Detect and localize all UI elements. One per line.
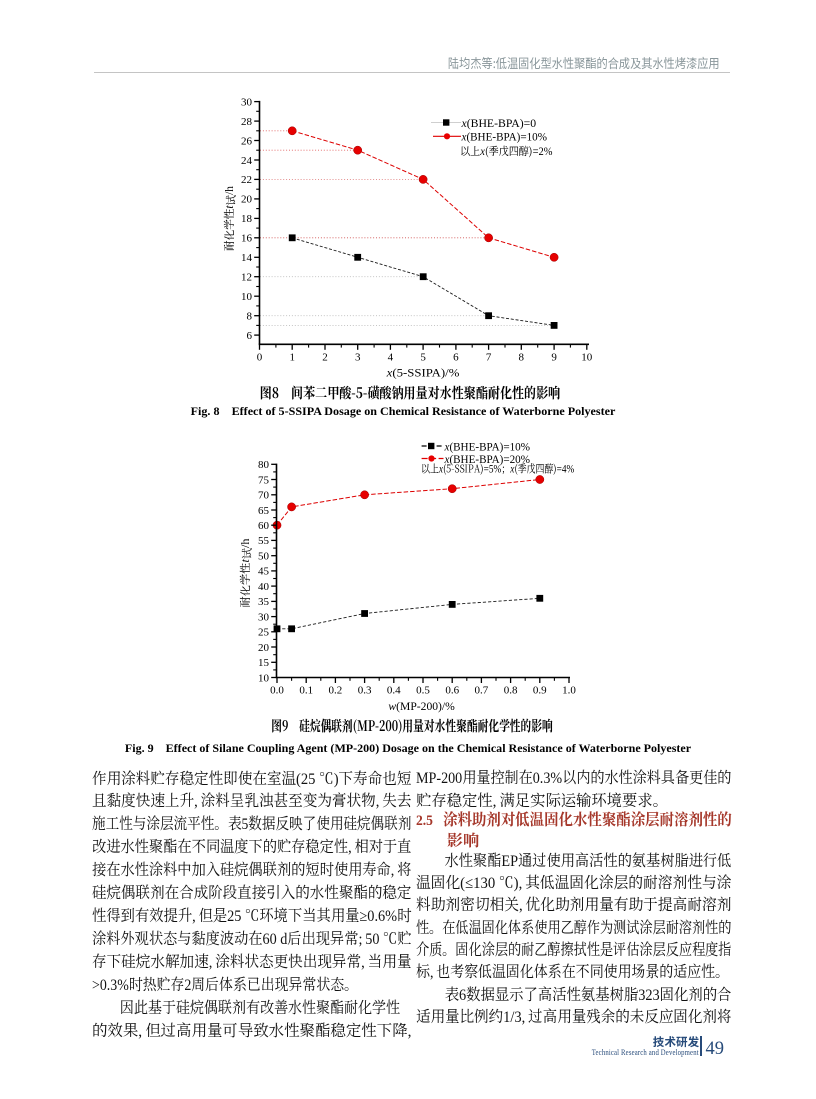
svg-text:0.0: 0.0 xyxy=(270,685,284,697)
svg-text:50: 50 xyxy=(258,551,270,563)
svg-text:0.1: 0.1 xyxy=(299,685,313,697)
svg-text:18: 18 xyxy=(241,213,253,225)
svg-text:x(BHE-BPA)=20%: x(BHE-BPA)=20% xyxy=(444,454,530,466)
svg-text:40: 40 xyxy=(258,581,270,593)
svg-text:0.7: 0.7 xyxy=(475,685,489,697)
svg-text:6: 6 xyxy=(453,352,459,364)
svg-text:6: 6 xyxy=(247,330,253,342)
svg-text:2: 2 xyxy=(322,352,328,364)
svg-text:耐化学性t试/h: 耐化学性t试/h xyxy=(222,186,239,251)
svg-text:35: 35 xyxy=(258,596,270,608)
svg-text:20: 20 xyxy=(241,194,253,206)
svg-text:12: 12 xyxy=(241,272,252,284)
svg-text:x(5-SSIPA)/%: x(5-SSIPA)/% xyxy=(386,366,460,379)
svg-text:x(BHE-BPA)=0: x(BHE-BPA)=0 xyxy=(460,117,536,130)
svg-text:14: 14 xyxy=(241,252,253,264)
svg-text:4: 4 xyxy=(388,352,394,364)
svg-text:以上x(季戊四醇)=2%: 以上x(季戊四醇)=2% xyxy=(460,143,552,159)
svg-text:0.3: 0.3 xyxy=(358,685,372,697)
svg-text:75: 75 xyxy=(258,474,270,486)
svg-text:0.9: 0.9 xyxy=(533,685,547,697)
svg-text:60: 60 xyxy=(258,520,270,532)
svg-text:15: 15 xyxy=(258,657,270,669)
svg-text:3: 3 xyxy=(355,352,361,364)
svg-text:x(BHE-BPA)=10%: x(BHE-BPA)=10% xyxy=(461,131,547,143)
svg-text:x(BHE-BPA)=10%: x(BHE-BPA)=10% xyxy=(444,441,530,453)
svg-text:10: 10 xyxy=(258,672,270,684)
svg-text:0.4: 0.4 xyxy=(387,685,401,697)
svg-text:7: 7 xyxy=(486,352,492,364)
svg-text:20: 20 xyxy=(258,642,270,654)
svg-text:耐化学性t试/h: 耐化学性t试/h xyxy=(237,539,255,608)
svg-text:80: 80 xyxy=(258,459,270,471)
svg-text:30: 30 xyxy=(241,96,253,108)
svg-text:0.2: 0.2 xyxy=(329,685,343,697)
svg-text:16: 16 xyxy=(241,233,253,245)
svg-text:0.5: 0.5 xyxy=(416,685,430,697)
svg-text:65: 65 xyxy=(258,505,270,517)
svg-text:10: 10 xyxy=(581,352,593,364)
svg-text:w(MP-200)/%: w(MP-200)/% xyxy=(388,700,455,713)
svg-text:5: 5 xyxy=(420,352,426,364)
svg-text:70: 70 xyxy=(258,490,270,502)
svg-text:28: 28 xyxy=(241,116,253,128)
svg-text:以上x(5-SSIPA)=5%；x(季戊四醇)=4%: 以上x(5-SSIPA)=5%；x(季戊四醇)=4% xyxy=(421,459,575,475)
svg-text:1: 1 xyxy=(289,352,295,364)
svg-text:0.8: 0.8 xyxy=(504,685,518,697)
svg-text:1.0: 1.0 xyxy=(562,685,576,697)
svg-text:25: 25 xyxy=(258,627,270,639)
svg-text:30: 30 xyxy=(258,611,270,623)
svg-text:22: 22 xyxy=(241,174,252,186)
svg-text:26: 26 xyxy=(241,135,253,147)
svg-text:8: 8 xyxy=(247,311,253,323)
svg-text:8: 8 xyxy=(519,352,525,364)
svg-text:0.6: 0.6 xyxy=(445,685,459,697)
svg-text:10: 10 xyxy=(241,291,253,303)
svg-text:45: 45 xyxy=(258,566,270,578)
svg-text:9: 9 xyxy=(551,352,557,364)
svg-text:55: 55 xyxy=(258,535,270,547)
svg-text:0: 0 xyxy=(257,352,263,364)
svg-text:24: 24 xyxy=(241,155,253,167)
